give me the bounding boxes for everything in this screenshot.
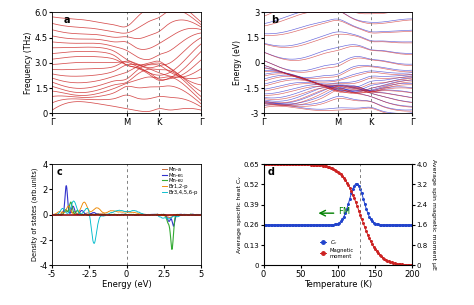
Mn-e₁: [198, 213, 204, 216]
Mn-a: [166, 216, 172, 220]
Text: FM: FM: [338, 207, 350, 216]
$C_v$: [338, 220, 344, 223]
Mn-a: [49, 213, 55, 216]
Y-axis label: Energy (eV): Energy (eV): [233, 40, 242, 85]
Text: a: a: [64, 15, 71, 25]
Mn-e₁: [149, 213, 155, 216]
Mn-e₁: [64, 184, 69, 188]
Br1,2-p: [49, 213, 55, 216]
Mn-e₁: [88, 212, 93, 216]
Magnetic
moment: [296, 162, 302, 166]
Br1,2-p: [162, 214, 167, 217]
$C_v$: [350, 187, 356, 191]
Br1,2-p: [117, 210, 123, 214]
Br3,4,5,6-p: [76, 210, 82, 214]
Line: $C_v$: $C_v$: [264, 182, 414, 226]
Magnetic
moment: [398, 262, 403, 266]
Br3,4,5,6-p: [137, 211, 143, 215]
Br3,4,5,6-p: [91, 242, 97, 245]
Y-axis label: Frequency (THz): Frequency (THz): [24, 32, 33, 94]
$C_v$: [399, 223, 405, 227]
Br3,4,5,6-p: [149, 213, 155, 216]
Mn-e₁: [171, 224, 176, 228]
Mn-e₁: [137, 213, 143, 216]
Br3,4,5,6-p: [117, 209, 123, 212]
Mn-a: [162, 214, 167, 217]
Line: Mn-a: Mn-a: [52, 209, 201, 218]
Mn-a: [149, 213, 155, 217]
Mn-e₂: [117, 213, 123, 217]
Br1,2-p: [82, 200, 87, 204]
Mn-e₂: [68, 200, 73, 204]
$C_v$: [291, 223, 296, 227]
Magnetic
moment: [410, 263, 415, 267]
$C_v$: [262, 223, 268, 227]
$C_v$: [410, 223, 415, 227]
Mn-e₂: [149, 213, 155, 217]
Magnetic
moment: [338, 173, 344, 176]
Mn-e₂: [49, 213, 55, 217]
Mn-e₂: [169, 248, 175, 251]
Mn-e₂: [198, 213, 204, 217]
Mn-a: [198, 213, 204, 217]
Y-axis label: Average specific heat Cᵥ: Average specific heat Cᵥ: [237, 176, 242, 253]
Line: Magnetic
moment: Magnetic moment: [264, 163, 414, 267]
Mn-a: [66, 207, 72, 211]
Mn-a: [88, 212, 93, 216]
Mn-e₁: [162, 213, 167, 217]
Line: Br3,4,5,6-p: Br3,4,5,6-p: [52, 201, 201, 243]
Text: d: d: [268, 167, 275, 177]
Br1,2-p: [198, 213, 204, 217]
Mn-a: [137, 213, 143, 217]
Br1,2-p: [163, 214, 169, 218]
Mn-e₂: [162, 213, 167, 217]
Mn-e₁: [49, 213, 55, 217]
Mn-e₂: [137, 213, 143, 217]
Br3,4,5,6-p: [162, 216, 168, 220]
Mn-e₂: [88, 213, 93, 217]
Br1,2-p: [76, 211, 82, 215]
Mn-a: [76, 213, 82, 216]
$C_v$: [296, 223, 302, 227]
Br3,4,5,6-p: [71, 199, 76, 203]
X-axis label: Energy (eV): Energy (eV): [102, 280, 152, 289]
Line: Mn-e₁: Mn-e₁: [52, 186, 201, 226]
Text: b: b: [271, 15, 278, 25]
Br3,4,5,6-p: [49, 213, 55, 217]
Y-axis label: Density of states (arb.units): Density of states (arb.units): [32, 168, 38, 261]
$C_v$: [403, 223, 409, 227]
Br3,4,5,6-p: [88, 222, 93, 225]
Line: Mn-e₂: Mn-e₂: [52, 202, 201, 249]
Magnetic
moment: [262, 162, 268, 166]
Mn-e₁: [117, 213, 123, 217]
Mn-e₁: [76, 212, 82, 216]
Line: Br1,2-p: Br1,2-p: [52, 202, 201, 216]
Y-axis label: Average spin magnetic moment μE: Average spin magnetic moment μE: [430, 159, 436, 270]
Br1,2-p: [149, 213, 155, 217]
X-axis label: Temperature (K): Temperature (K): [304, 280, 372, 289]
Legend: $C_v$, Magnetic
moment: $C_v$, Magnetic moment: [318, 236, 356, 261]
$C_v$: [353, 182, 359, 186]
Magnetic
moment: [402, 263, 408, 267]
Br3,4,5,6-p: [198, 213, 204, 217]
Legend: Mn-a, Mn-e₁, Mn-e₂, Br1,2-p, Br3,4,5,6-p: Mn-a, Mn-e₁, Mn-e₂, Br1,2-p, Br3,4,5,6-p: [162, 167, 198, 195]
Magnetic
moment: [350, 193, 356, 197]
Br1,2-p: [137, 212, 143, 216]
Mn-a: [117, 213, 123, 217]
Br1,2-p: [88, 210, 93, 213]
Magnetic
moment: [291, 162, 296, 166]
Mn-e₂: [76, 210, 82, 213]
Text: c: c: [56, 167, 63, 177]
